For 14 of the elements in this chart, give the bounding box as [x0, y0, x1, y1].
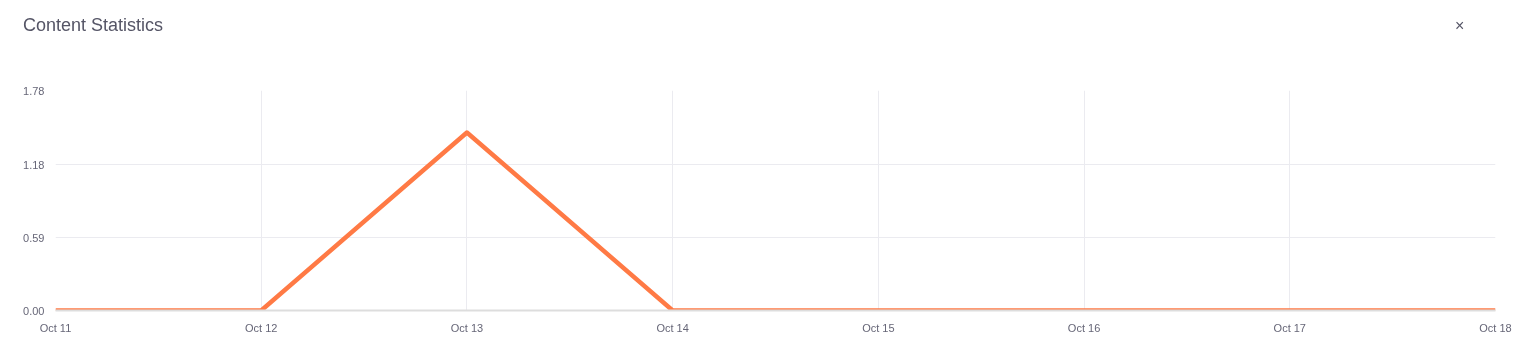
text: ×: [1455, 16, 1465, 36]
x-tick-label: Oct 13: [450, 321, 484, 334]
x-tick-label: Oct 11: [39, 321, 72, 334]
x-tick-label: Oct 14: [656, 321, 689, 334]
x-tick-label: Oct 15: [862, 321, 895, 334]
y-tick-label: 0.00: [23, 304, 45, 317]
x-tick-label: Oct 18: [1479, 321, 1512, 334]
y-tick-label: 1.78: [23, 84, 45, 97]
chart-title: Content Statistics: [23, 14, 164, 37]
x-tick-label: Oct 12: [245, 321, 278, 334]
x-tick-label: Oct 16: [1067, 321, 1101, 334]
y-tick-label: 0.59: [23, 231, 45, 244]
y-tick-label: 1.18: [23, 158, 45, 171]
x-tick-label: Oct 17: [1273, 321, 1306, 334]
